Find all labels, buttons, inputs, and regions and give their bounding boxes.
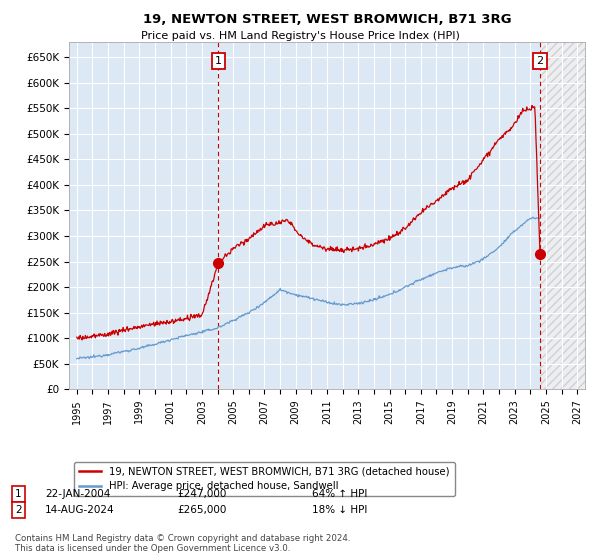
Text: 1: 1 [215,56,222,66]
Text: 2: 2 [536,56,544,66]
Title: 19, NEWTON STREET, WEST BROMWICH, B71 3RG: 19, NEWTON STREET, WEST BROMWICH, B71 3R… [143,12,511,26]
Text: Contains HM Land Registry data © Crown copyright and database right 2024.
This d: Contains HM Land Registry data © Crown c… [15,534,350,553]
Text: Price paid vs. HM Land Registry's House Price Index (HPI): Price paid vs. HM Land Registry's House … [140,31,460,41]
Text: 1: 1 [15,489,22,499]
Text: 18% ↓ HPI: 18% ↓ HPI [312,505,367,515]
Bar [540,42,585,389]
Text: 2: 2 [15,505,22,515]
Text: £247,000: £247,000 [177,489,226,499]
Text: 64% ↑ HPI: 64% ↑ HPI [312,489,367,499]
Legend: 19, NEWTON STREET, WEST BROMWICH, B71 3RG (detached house), HPI: Average price, : 19, NEWTON STREET, WEST BROMWICH, B71 3R… [74,462,455,496]
Bar [540,42,585,389]
Text: 14-AUG-2024: 14-AUG-2024 [45,505,115,515]
Text: 22-JAN-2004: 22-JAN-2004 [45,489,110,499]
Text: £265,000: £265,000 [177,505,226,515]
